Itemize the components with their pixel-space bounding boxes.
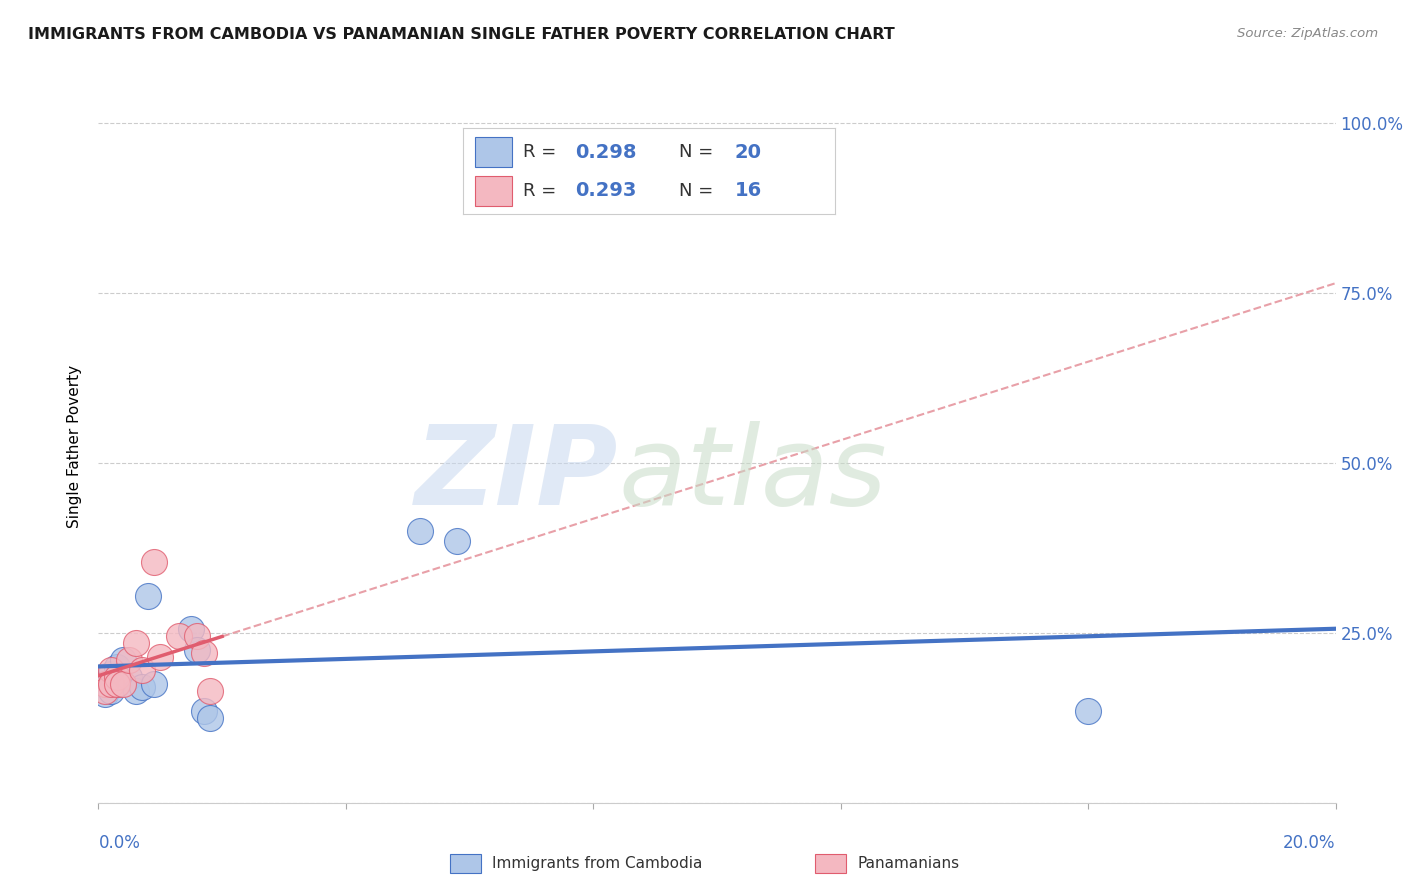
- Point: [131, 663, 153, 677]
- Point: [105, 670, 128, 684]
- Point: [143, 555, 166, 569]
- Point: [409, 524, 432, 538]
- Point: [93, 687, 115, 701]
- Text: ZIP: ZIP: [415, 421, 619, 528]
- Text: 0.0%: 0.0%: [98, 834, 141, 852]
- Point: [167, 629, 190, 643]
- Point: [93, 677, 115, 691]
- Text: Panamanians: Panamanians: [858, 856, 960, 871]
- Point: [446, 534, 468, 549]
- Text: atlas: atlas: [619, 421, 887, 528]
- Point: [100, 677, 122, 691]
- Point: [112, 653, 135, 667]
- Point: [149, 649, 172, 664]
- Point: [100, 683, 122, 698]
- Point: [143, 677, 166, 691]
- Point: [93, 683, 115, 698]
- Text: 20.0%: 20.0%: [1284, 834, 1336, 852]
- Text: IMMIGRANTS FROM CAMBODIA VS PANAMANIAN SINGLE FATHER POVERTY CORRELATION CHART: IMMIGRANTS FROM CAMBODIA VS PANAMANIAN S…: [28, 27, 894, 42]
- Point: [131, 680, 153, 694]
- Point: [118, 670, 141, 684]
- Point: [100, 663, 122, 677]
- Point: [112, 677, 135, 691]
- Point: [118, 653, 141, 667]
- Point: [198, 683, 221, 698]
- Point: [1077, 704, 1099, 718]
- Point: [100, 666, 122, 681]
- Text: Source: ZipAtlas.com: Source: ZipAtlas.com: [1237, 27, 1378, 40]
- Point: [186, 629, 208, 643]
- Point: [180, 623, 202, 637]
- Point: [193, 646, 215, 660]
- Point: [124, 683, 146, 698]
- Point: [93, 677, 115, 691]
- Text: Immigrants from Cambodia: Immigrants from Cambodia: [492, 856, 703, 871]
- Point: [198, 711, 221, 725]
- Point: [105, 677, 128, 691]
- Point: [124, 636, 146, 650]
- Y-axis label: Single Father Poverty: Single Father Poverty: [67, 365, 83, 527]
- Point: [136, 589, 159, 603]
- Point: [186, 643, 208, 657]
- Point: [93, 670, 115, 684]
- Point: [105, 677, 128, 691]
- Point: [193, 704, 215, 718]
- Point: [105, 660, 128, 674]
